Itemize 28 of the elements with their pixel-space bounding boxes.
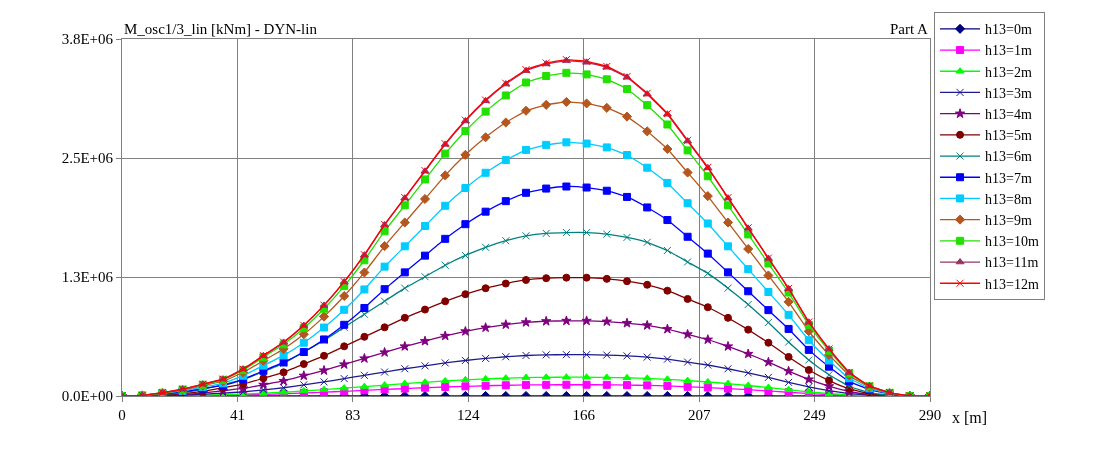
text: Part A xyxy=(890,21,929,37)
legend-label: h13=1m xyxy=(985,43,1032,59)
legend-label: h13=7m xyxy=(985,170,1032,186)
x-tick-label: 290 xyxy=(918,407,942,423)
x-tick-label: 0 xyxy=(118,407,126,423)
y-tick-label: 0.0E+00 xyxy=(61,388,113,405)
legend-label: h13=12m xyxy=(985,276,1039,292)
legend-label: h13=11m xyxy=(985,255,1039,271)
legend-label: h13=10m xyxy=(985,234,1039,250)
legend-label: h13=2m xyxy=(985,64,1032,80)
x-tick-label: 166 xyxy=(572,407,596,423)
y-tick-label: 3.8E+06 xyxy=(61,31,114,48)
x-tick-label: 124 xyxy=(457,407,481,423)
legend-label: h13=9m xyxy=(985,213,1032,229)
x-axis-title: x [m] xyxy=(952,409,988,426)
x-tick-label: 41 xyxy=(229,407,245,423)
x-tick-label: 207 xyxy=(687,407,711,423)
legend-label: h13=6m xyxy=(985,149,1032,165)
legend-label: h13=8m xyxy=(985,191,1032,207)
y-tick-label: 1.3E+06 xyxy=(61,269,114,286)
legend-label: h13=5m xyxy=(985,128,1032,144)
legend-label: h13=0m xyxy=(985,22,1032,38)
chart-title: M_osc1/3_lin [kNm] - DYN-lin xyxy=(124,21,318,37)
x-tick-label: 83 xyxy=(345,407,361,423)
legend-label: h13=3m xyxy=(985,85,1032,101)
x-tick-label: 249 xyxy=(803,407,826,423)
y-tick-label: 2.5E+06 xyxy=(61,150,114,167)
legend-label: h13=4m xyxy=(985,107,1032,123)
